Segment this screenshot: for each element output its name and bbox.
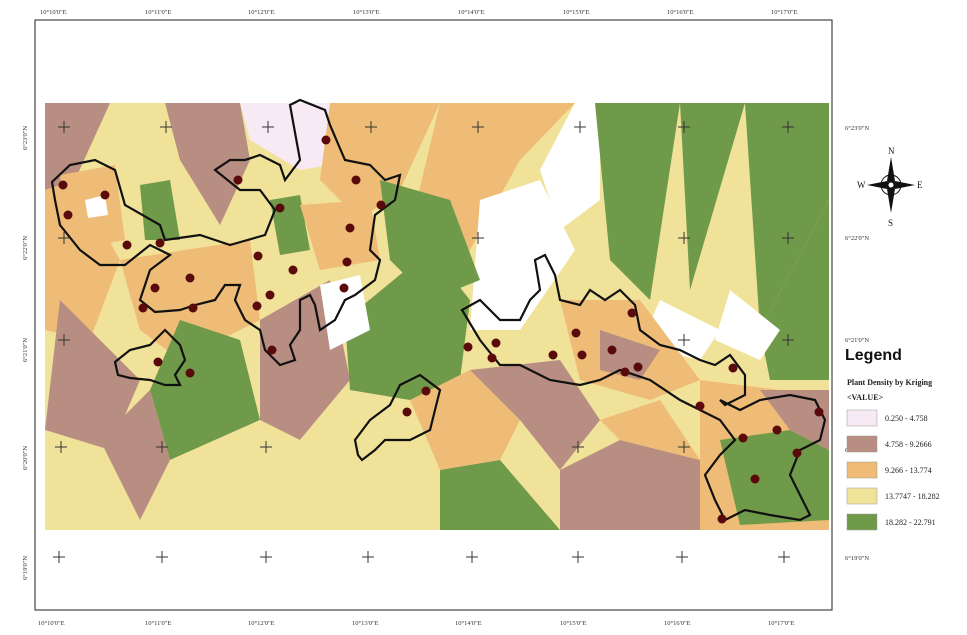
- sample-point: [321, 135, 331, 145]
- sample-point: [252, 301, 262, 311]
- sample-point: [233, 175, 243, 185]
- sample-point: [265, 290, 275, 300]
- sample-point: [58, 180, 68, 190]
- bottom-coordinate-label: 10°13'0"E: [352, 620, 379, 627]
- legend-swatch: [846, 461, 878, 479]
- top-coordinate-label: 10°16'0"E: [667, 9, 694, 16]
- sample-point: [155, 238, 165, 248]
- coordinate-labels: 10°10'0"E 10°11'0"E 10°12'0"E 10°13'0"E …: [22, 9, 869, 627]
- sample-point: [421, 386, 431, 396]
- sample-point: [772, 425, 782, 435]
- sample-point: [463, 342, 473, 352]
- sample-point: [100, 190, 110, 200]
- top-coordinate-label: 10°14'0"E: [458, 9, 485, 16]
- north-arrow: N S E W: [857, 146, 923, 228]
- sample-point: [275, 203, 285, 213]
- legend-field: <VALUE>: [847, 393, 884, 402]
- legend-swatch: [846, 409, 878, 427]
- sample-point: [633, 362, 643, 372]
- sample-point: [792, 448, 802, 458]
- left-coordinate-label: 6°20'0"N: [22, 446, 29, 470]
- sample-point: [138, 303, 148, 313]
- graticule-crosses: [53, 121, 794, 563]
- sample-point: [577, 350, 587, 360]
- top-coordinate-label: 10°13'0"E: [353, 9, 380, 16]
- sample-point: [814, 407, 824, 417]
- sample-point: [548, 350, 558, 360]
- bottom-coordinate-label: 10°15'0"E: [560, 620, 587, 627]
- legend-label: 0.250 - 4.758: [885, 414, 928, 423]
- sample-point: [695, 401, 705, 411]
- sample-point: [63, 210, 73, 220]
- kriging-surface: [45, 103, 829, 530]
- bottom-coordinate-label: 10°17'0"E: [768, 620, 795, 627]
- top-coordinate-label: 10°15'0"E: [563, 9, 590, 16]
- legend-subtitle: Plant Density by Kriging: [847, 378, 932, 387]
- top-coordinate-label: 10°17'0"E: [771, 9, 798, 16]
- west-label: W: [857, 180, 866, 190]
- right-coordinate-label: 6°22'0"N: [845, 235, 869, 242]
- bottom-coordinate-label: 10°10'0"E: [38, 620, 65, 627]
- sample-point: [150, 283, 160, 293]
- sample-point: [750, 474, 760, 484]
- sample-point: [717, 514, 727, 524]
- sample-point: [571, 328, 581, 338]
- sample-point: [376, 200, 386, 210]
- legend-title: Legend: [845, 347, 902, 364]
- legend-label: 18.282 - 22.791: [885, 518, 936, 527]
- sample-point: [185, 368, 195, 378]
- sample-point: [253, 251, 263, 261]
- south-label: S: [888, 218, 893, 228]
- sample-point: [728, 363, 738, 373]
- legend-swatch: [846, 487, 878, 505]
- sample-point: [607, 345, 617, 355]
- top-coordinate-label: 10°11'0"E: [145, 9, 171, 16]
- sample-point: [267, 345, 277, 355]
- sample-point: [402, 407, 412, 417]
- legend-label: 4.758 - 9.2666: [885, 440, 932, 449]
- sample-point: [738, 433, 748, 443]
- sample-point: [491, 338, 501, 348]
- sample-point: [627, 308, 637, 318]
- sample-point: [339, 283, 349, 293]
- sample-point: [342, 257, 352, 267]
- bottom-coordinate-label: 10°12'0"E: [248, 620, 275, 627]
- bottom-coordinate-label: 10°11'0"E: [145, 620, 171, 627]
- north-label: N: [888, 146, 895, 156]
- sample-point: [351, 175, 361, 185]
- sample-point: [185, 273, 195, 283]
- sample-points: [58, 135, 824, 524]
- legend-label: 13.7747 - 18.282: [885, 492, 940, 501]
- legend-label: 9.266 - 13.774: [885, 466, 932, 475]
- sample-point: [122, 240, 132, 250]
- sample-point: [288, 265, 298, 275]
- left-coordinate-label: 6°21'0"N: [22, 338, 29, 362]
- legend-swatch: [846, 435, 878, 453]
- left-coordinate-label: 6°23'0"N: [22, 126, 29, 150]
- top-coordinate-label: 10°12'0"E: [248, 9, 275, 16]
- east-label: E: [917, 180, 923, 190]
- legend-swatch: [846, 513, 878, 531]
- legend: Legend Plant Density by Kriging <VALUE> …: [845, 347, 940, 531]
- bottom-coordinate-label: 10°16'0"E: [664, 620, 691, 627]
- left-coordinate-label: 6°19'0"N: [22, 556, 29, 580]
- right-coordinate-label: 6°19'0"N: [845, 555, 869, 562]
- bottom-coordinate-label: 10°14'0"E: [455, 620, 482, 627]
- study-area-boundaries: [50, 98, 827, 522]
- sample-point: [487, 353, 497, 363]
- left-coordinate-label: 6°22'0"N: [22, 236, 29, 260]
- sample-point: [345, 223, 355, 233]
- right-coordinate-label: 6°21'0"N: [845, 337, 869, 344]
- sample-point: [188, 303, 198, 313]
- sample-point: [153, 357, 163, 367]
- right-coordinate-label: 6°23'0"N: [845, 125, 869, 132]
- sample-point: [620, 367, 630, 377]
- top-coordinate-label: 10°10'0"E: [40, 9, 67, 16]
